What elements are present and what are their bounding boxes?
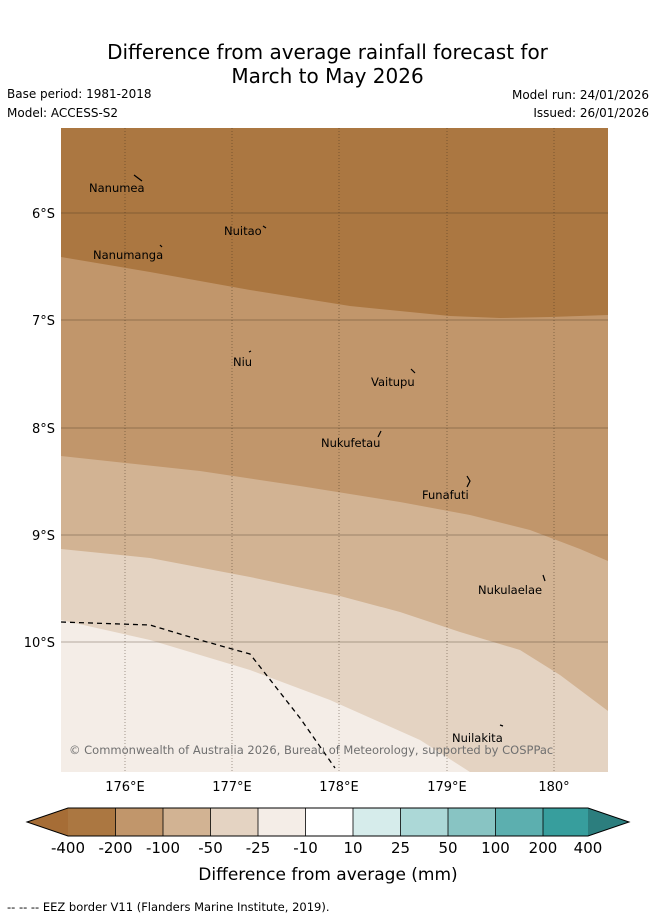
label-vaitupu: Vaitupu <box>371 375 415 389</box>
niu-island-icon <box>248 350 252 353</box>
colorbar-tick: -100 <box>146 839 180 857</box>
model-name: Model: ACCESS-S2 <box>7 106 119 120</box>
lat-label: 7°S <box>32 314 55 329</box>
colorbar-tick: -400 <box>51 839 85 857</box>
nuitao-island-icon <box>262 225 267 229</box>
colorbar-ticks: -400 -200 -100 -50 -25 -10 10 25 50 100 … <box>51 839 602 857</box>
nanumea-island-icon <box>133 174 143 182</box>
map-title: Difference from average rainfall forecas… <box>0 40 655 88</box>
base-period: Base period: 1981-2018 <box>7 87 152 101</box>
lon-label: 176°E <box>105 780 145 795</box>
label-nukulaelae: Nukulaelae <box>478 583 542 597</box>
nanumanga-island-icon <box>159 244 163 248</box>
eez-border-line <box>61 621 336 769</box>
lat-label: 6°S <box>32 207 55 222</box>
label-nanumanga: Nanumanga <box>93 248 163 262</box>
colorbar-segment <box>543 808 588 836</box>
meridians <box>124 128 555 772</box>
latitude-labels: 6°S 7°S 8°S 9°S 10°S <box>24 207 55 651</box>
funafuti-island-icon <box>466 475 471 488</box>
label-nanumea: Nanumea <box>89 181 145 195</box>
colorbar <box>25 807 631 837</box>
rainfall-map: Nanumea Nuitao Nanumanga Niu Vaitupu Nuk… <box>61 128 608 772</box>
colorbar-tick: 400 <box>574 839 603 857</box>
lat-label: 8°S <box>32 422 55 437</box>
lon-label: 179°E <box>427 780 467 795</box>
colorbar-tick: -200 <box>98 839 132 857</box>
label-nuilakita: Nuilakita <box>452 731 503 745</box>
colorbar-tick: 10 <box>343 839 362 857</box>
title-line-1: Difference from average rainfall forecas… <box>107 40 548 64</box>
colorbar-tick: -25 <box>246 839 271 857</box>
colorbar-tick: 100 <box>481 839 510 857</box>
copyright-notice: © Commonwealth of Australia 2026, Bureau… <box>69 743 553 757</box>
colorbar-tick: -50 <box>198 839 223 857</box>
nukulaelae-island-icon <box>542 574 546 582</box>
colorbar-outline <box>25 807 631 837</box>
island-outlines <box>133 174 546 727</box>
colorbar-segment <box>115 808 163 836</box>
colorbar-segment <box>400 808 448 836</box>
colorbar-segment <box>258 808 306 836</box>
label-nuitao: Nuitao <box>224 224 262 238</box>
colorbar-segment <box>495 808 543 836</box>
colorbar-segment <box>305 808 353 836</box>
graticule <box>61 212 608 643</box>
longitude-labels: 176°E 177°E 178°E 179°E 180° <box>105 780 569 795</box>
nukufetau-island-icon <box>377 430 382 438</box>
colorbar-segment <box>210 808 258 836</box>
lon-label: 178°E <box>319 780 359 795</box>
colorbar-segment <box>353 808 401 836</box>
lat-label: 9°S <box>32 529 55 544</box>
colorbar-title: Difference from average (mm) <box>198 865 457 885</box>
eez-legend: -- -- -- EEZ border V11 (Flanders Marine… <box>7 900 330 914</box>
label-niu: Niu <box>233 355 252 369</box>
issued-date: Issued: 26/01/2026 <box>533 106 649 120</box>
colorbar-tick: -10 <box>293 839 318 857</box>
colorbar-tick: 50 <box>438 839 457 857</box>
colorbar-segment <box>448 808 496 836</box>
lon-label: 177°E <box>212 780 252 795</box>
place-labels: Nanumea Nuitao Nanumanga Niu Vaitupu Nuk… <box>89 181 542 745</box>
lat-label: 10°S <box>24 636 55 651</box>
vaitupu-island-icon <box>410 368 416 374</box>
label-funafuti: Funafuti <box>422 488 469 502</box>
colorbar-extend-low <box>27 808 68 836</box>
nuilakita-island-icon <box>499 724 504 727</box>
colorbar-segment <box>163 808 211 836</box>
colorbar-segment <box>68 808 116 836</box>
title-line-2: March to May 2026 <box>231 64 424 88</box>
colorbar-tick: 200 <box>529 839 558 857</box>
band-minus-200 <box>61 128 608 318</box>
colorbar-tick: 25 <box>391 839 410 857</box>
lon-label: 180° <box>538 780 569 795</box>
model-run: Model run: 24/01/2026 <box>511 88 649 102</box>
label-nukufetau: Nukufetau <box>321 436 380 450</box>
colorbar-extend-high <box>588 808 629 836</box>
